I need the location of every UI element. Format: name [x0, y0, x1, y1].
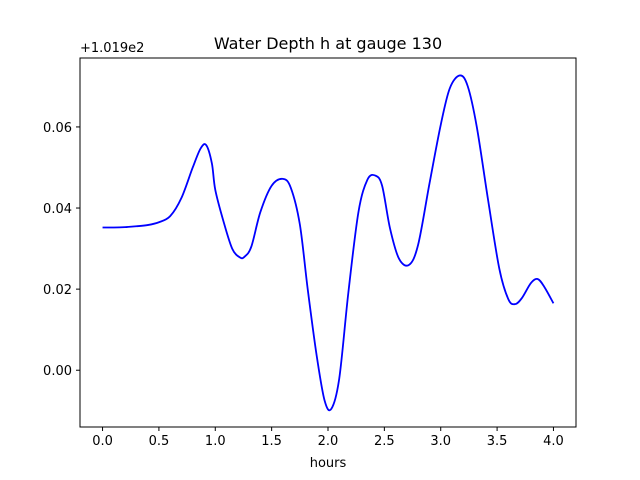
x-tick-label: 2.0: [318, 434, 339, 449]
x-tick-label: 1.5: [261, 434, 282, 449]
x-tick-label: 0.5: [149, 434, 170, 449]
y-tick-label: 0.02: [43, 283, 72, 298]
x-tick-label: 3.5: [487, 434, 508, 449]
x-tick-label: 3.0: [430, 434, 451, 449]
y-tick-label: 0.00: [43, 364, 72, 379]
x-tick-label: 1.0: [205, 434, 226, 449]
y-tick-label: 0.06: [43, 121, 72, 136]
chart-title: Water Depth h at gauge 130: [214, 34, 442, 53]
x-tick-label: 2.5: [374, 434, 395, 449]
y-offset-label: +1.019e2: [80, 41, 144, 56]
x-tick-label: 0.0: [92, 434, 113, 449]
x-axis-label: hours: [310, 456, 347, 471]
x-tick-label: 4.0: [543, 434, 564, 449]
series-line: [102, 74, 555, 412]
y-tick-label: 0.04: [43, 202, 72, 217]
plot-area: [102, 74, 555, 412]
